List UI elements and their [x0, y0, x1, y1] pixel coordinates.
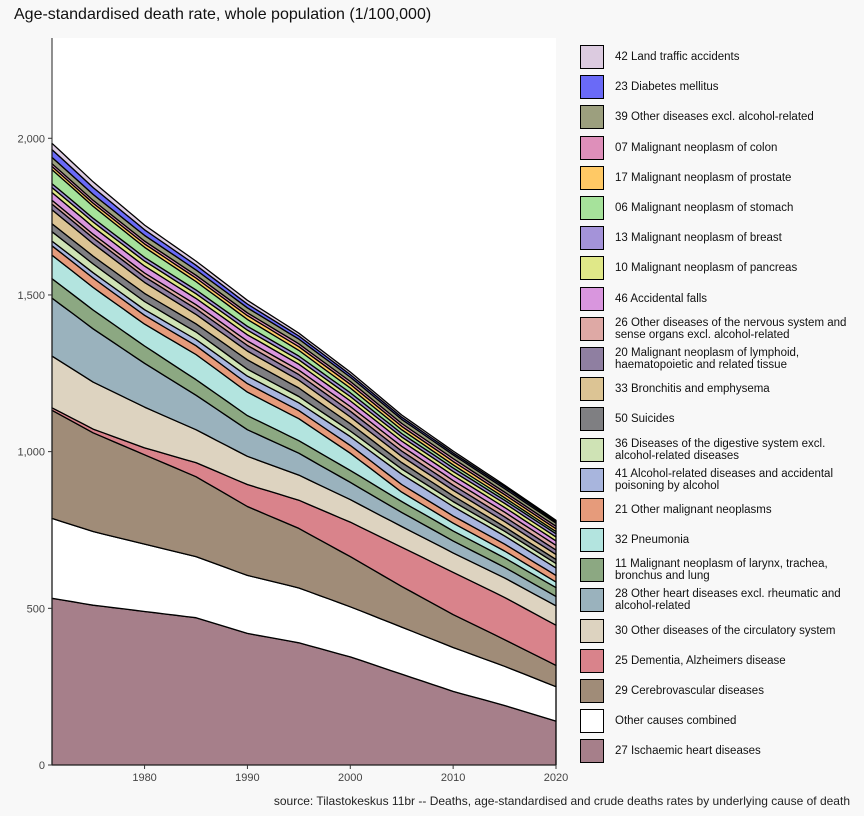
- legend-swatch: [580, 316, 604, 341]
- legend-label: 17 Malignant neoplasm of prostate: [615, 171, 792, 184]
- x-tick-label: 2010: [441, 772, 465, 784]
- legend-swatch: [580, 105, 604, 130]
- legend-swatch: [580, 286, 604, 311]
- legend-swatch: [580, 739, 604, 764]
- legend-item: 20 Malignant neoplasm of lymphoid, haema…: [580, 344, 860, 374]
- legend-label: 25 Dementia, Alzheimers disease: [615, 654, 786, 667]
- legend-label: 10 Malignant neoplasm of pancreas: [615, 262, 798, 275]
- legend-item: 41 Alcohol-related diseases and accident…: [580, 465, 860, 495]
- legend-label: 32 Pneumonia: [615, 534, 690, 547]
- legend-label: 39 Other diseases excl. alcohol-related: [615, 111, 814, 124]
- legend-item: 29 Cerebrovascular diseases: [580, 676, 860, 706]
- legend-swatch: [580, 467, 604, 492]
- legend-item: 27 Ischaemic heart diseases: [580, 736, 860, 766]
- legend-swatch: [580, 135, 604, 160]
- legend-item: 42 Land traffic accidents: [580, 42, 860, 72]
- legend-item: 39 Other diseases excl. alcohol-related: [580, 102, 860, 132]
- legend-swatch: [580, 75, 604, 100]
- chart-title: Age-standardised death rate, whole popul…: [14, 6, 432, 23]
- legend-item: 46 Accidental falls: [580, 284, 860, 314]
- legend-swatch: [580, 679, 604, 704]
- legend-item: 25 Dementia, Alzheimers disease: [580, 646, 860, 676]
- legend-label: 27 Ischaemic heart diseases: [615, 745, 761, 758]
- legend-label: 06 Malignant neoplasm of stomach: [615, 202, 794, 215]
- legend-item: 07 Malignant neoplasm of colon: [580, 133, 860, 163]
- legend-label: 46 Accidental falls: [615, 292, 708, 305]
- legend-item: 13 Malignant neoplasm of breast: [580, 223, 860, 253]
- legend-item: 17 Malignant neoplasm of prostate: [580, 163, 860, 193]
- legend-swatch: [580, 437, 604, 462]
- legend-item: 33 Bronchitis and emphysema: [580, 374, 860, 404]
- legend-label: Other causes combined: [615, 715, 737, 728]
- legend-label: 07 Malignant neoplasm of colon: [615, 141, 778, 154]
- legend-label: 28 Other heart diseases excl. rheumatic …: [615, 588, 841, 613]
- x-tick-label: 1980: [132, 772, 156, 784]
- source-note: source: Tilastokeskus 11br -- Deaths, ag…: [273, 794, 850, 808]
- legend-label: 36 Diseases of the digestive system excl…: [615, 437, 826, 462]
- legend-label: 11 Malignant neoplasm of larynx, trachea…: [615, 558, 828, 583]
- area-layers: [51, 142, 557, 766]
- y-tick-label: 1,500: [17, 290, 45, 302]
- legend-swatch: [580, 558, 604, 583]
- legend-swatch: [580, 497, 604, 522]
- legend-swatch: [580, 346, 604, 371]
- area-series-23: [51, 142, 557, 523]
- x-tick-label: 2020: [544, 772, 568, 784]
- legend-label: 42 Land traffic accidents: [615, 51, 740, 64]
- legend-label: 21 Other malignant neoplasms: [615, 503, 772, 516]
- legend-swatch: [580, 45, 604, 70]
- y-tick-label: 0: [39, 760, 45, 772]
- legend-swatch: [580, 377, 604, 402]
- legend-item: 28 Other heart diseases excl. rheumatic …: [580, 585, 860, 615]
- legend-item: 50 Suicides: [580, 404, 860, 434]
- legend-swatch: [580, 256, 604, 281]
- legend-item: 11 Malignant neoplasm of larynx, trachea…: [580, 555, 860, 585]
- legend-item: 36 Diseases of the digestive system excl…: [580, 434, 860, 464]
- legend-swatch: [580, 165, 604, 190]
- legend-swatch: [580, 709, 604, 734]
- legend-swatch: [580, 648, 604, 673]
- legend-swatch: [580, 226, 604, 251]
- legend: 42 Land traffic accidents 23 Diabetes mel…: [580, 42, 860, 767]
- y-tick-label: 2,000: [17, 133, 45, 145]
- legend-label: 20 Malignant neoplasm of lymphoid, haema…: [615, 346, 800, 371]
- axes: 0 500 1,000 1,500 2,000 1980 1990 2000 2010 2020: [17, 38, 568, 784]
- legend-label: 23 Diabetes mellitus: [615, 81, 719, 94]
- legend-label: 13 Malignant neoplasm of breast: [615, 232, 782, 245]
- legend-item: 32 Pneumonia: [580, 525, 860, 555]
- legend-label: 33 Bronchitis and emphysema: [615, 383, 770, 396]
- legend-label: 26 Other diseases of the nervous system …: [615, 316, 847, 341]
- legend-item: 06 Malignant neoplasm of stomach: [580, 193, 860, 223]
- legend-label: 50 Suicides: [615, 413, 675, 426]
- legend-item: Other causes combined: [580, 706, 860, 736]
- legend-item: 30 Other diseases of the circulatory sys…: [580, 616, 860, 646]
- legend-label: 29 Cerebrovascular diseases: [615, 685, 764, 698]
- legend-item: 26 Other diseases of the nervous system …: [580, 314, 860, 344]
- legend-swatch: [580, 618, 604, 643]
- legend-item: 23 Diabetes mellitus: [580, 72, 860, 102]
- legend-item: 21 Other malignant neoplasms: [580, 495, 860, 525]
- legend-swatch: [580, 528, 604, 553]
- y-tick-label: 1,000: [17, 447, 45, 459]
- legend-item: 10 Malignant neoplasm of pancreas: [580, 253, 860, 283]
- legend-swatch: [580, 196, 604, 221]
- legend-swatch: [580, 407, 604, 432]
- legend-label: 41 Alcohol-related diseases and accident…: [615, 467, 834, 492]
- x-tick-label: 1990: [235, 772, 259, 784]
- legend-swatch: [580, 588, 604, 613]
- y-tick-label: 500: [27, 603, 45, 615]
- legend-label: 30 Other diseases of the circulatory sys…: [615, 624, 836, 637]
- x-tick-label: 2000: [338, 772, 362, 784]
